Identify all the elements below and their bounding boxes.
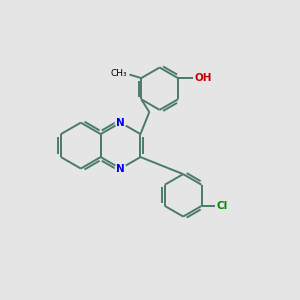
- Circle shape: [115, 163, 126, 174]
- Circle shape: [115, 117, 126, 128]
- Text: N: N: [116, 118, 125, 128]
- Text: OH: OH: [195, 73, 212, 83]
- Text: CH₃: CH₃: [111, 69, 128, 78]
- Text: N: N: [116, 164, 125, 173]
- Text: Cl: Cl: [217, 201, 228, 211]
